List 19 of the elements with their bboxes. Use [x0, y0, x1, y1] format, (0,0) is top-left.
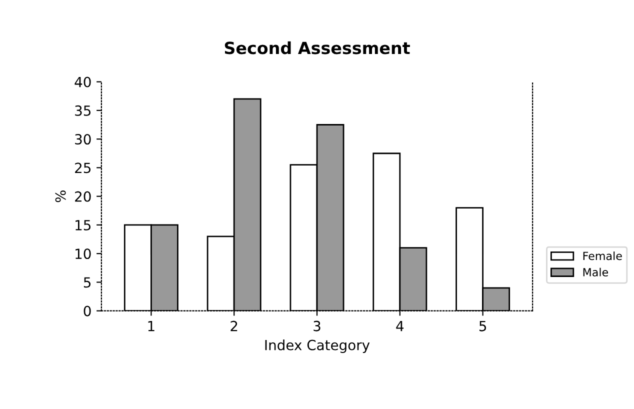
y-tick-label: 0 [84, 306, 91, 316]
x-tick-label: 3 [314, 320, 320, 332]
x-tick-label: 4 [396, 320, 404, 332]
y-tick-label: 10 [76, 248, 91, 260]
x-tick-label: 5 [479, 320, 486, 332]
y-axis-title: % [55, 190, 66, 202]
y-tick-label: 25 [75, 162, 91, 174]
y-tick-label: 5 [84, 277, 91, 288]
y-tick-label: 20 [75, 191, 91, 202]
legend-label: Female [583, 252, 622, 260]
chart-title: Second Assessment [224, 41, 410, 54]
x-tick-label: 1 [148, 320, 154, 332]
y-tick-label: 15 [76, 220, 91, 230]
x-axis-title: Index Category [265, 340, 370, 353]
x-tick-label: 2 [230, 320, 238, 332]
y-tick-label: 35 [75, 105, 91, 116]
y-tick-label: 30 [75, 134, 91, 145]
y-tick-label: 40 [74, 76, 91, 88]
legend-label: Male [583, 268, 608, 276]
